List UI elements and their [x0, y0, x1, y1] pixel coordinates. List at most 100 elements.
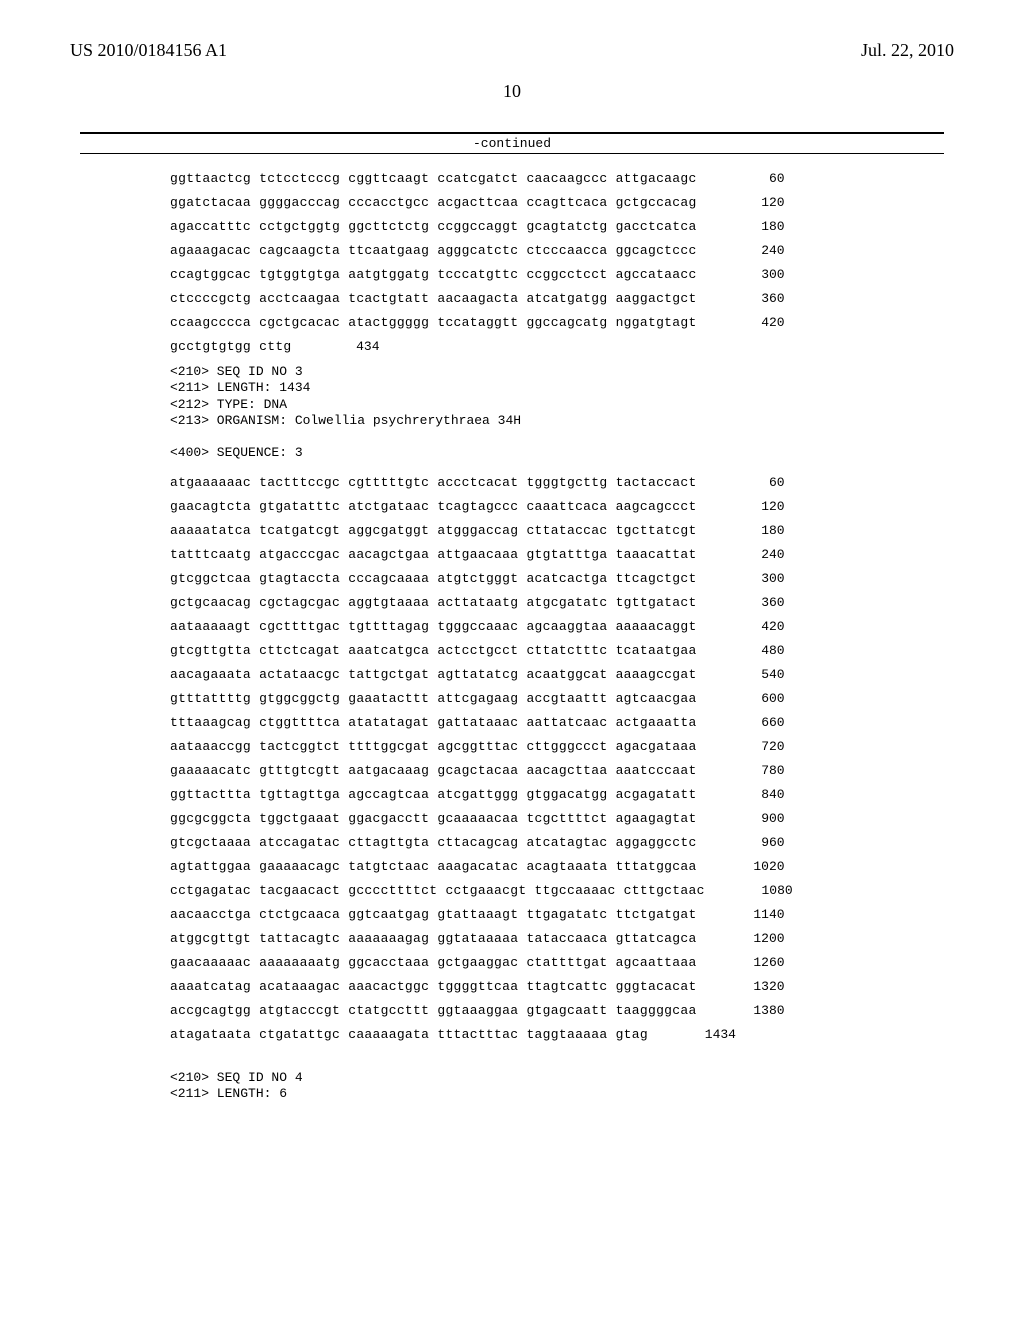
- sequence-line: agaaagacac cagcaagcta ttcaatgaag agggcat…: [170, 244, 954, 257]
- sequence-line: gaacaaaaac aaaaaaaatg ggcacctaaa gctgaag…: [170, 956, 954, 969]
- sequence-position: 1380: [725, 1004, 785, 1017]
- sequence-position: 420: [725, 316, 785, 329]
- sequence-position: 120: [725, 196, 785, 209]
- sequence-position: 1434: [676, 1028, 736, 1041]
- sequence-position: 1020: [725, 860, 785, 873]
- sequence-position: 780: [725, 764, 785, 777]
- sequence-text: aaaaatatca tcatgatcgt aggcgatggt atgggac…: [170, 524, 697, 537]
- sequence-text: ccaagcccca cgctgcacac atactggggg tccatag…: [170, 316, 697, 329]
- sequence-position: 60: [725, 476, 785, 489]
- sequence-line: aataaaaagt cgcttttgac tgttttagag tgggcca…: [170, 620, 954, 633]
- sequence-text: ctccccgctg acctcaagaa tcactgtatt aacaaga…: [170, 292, 697, 305]
- sequence-position: 300: [725, 268, 785, 281]
- sequence-text: gtcgttgtta cttctcagat aaatcatgca actcctg…: [170, 644, 697, 657]
- sequence-line: tttaaagcag ctggttttca atatatagat gattata…: [170, 716, 954, 729]
- sequence-position: 360: [725, 292, 785, 305]
- seq4-metadata: <210> SEQ ID NO 4 <211> LENGTH: 6: [170, 1070, 954, 1103]
- sequence-text: aacagaaata actataacgc tattgctgat agttata…: [170, 668, 697, 681]
- sequence-line: atggcgttgt tattacagtc aaaaaaagag ggtataa…: [170, 932, 954, 945]
- sequence-line: atagataata ctgatattgc caaaaagata tttactt…: [170, 1028, 954, 1041]
- sequence-position: 1200: [725, 932, 785, 945]
- sequence-line: agtattggaa gaaaaacagc tatgtctaac aaagaca…: [170, 860, 954, 873]
- sequence-text: gaacagtcta gtgatatttc atctgataac tcagtag…: [170, 500, 697, 513]
- sequence-text: gaacaaaaac aaaaaaaatg ggcacctaaa gctgaag…: [170, 956, 697, 969]
- sequence-text: ggatctacaa ggggacccag cccacctgcc acgactt…: [170, 196, 697, 209]
- sequence-text: cctgagatac tacgaacact gccccttttct cctgaa…: [170, 884, 705, 897]
- sequence-position: 300: [725, 572, 785, 585]
- sequence-text: aataaaccgg tactcggtct ttttggcgat agcggtt…: [170, 740, 697, 753]
- sequence-text: gtttattttg gtggcggctg gaaatacttt attcgag…: [170, 692, 697, 705]
- sequence-position: 120: [725, 500, 785, 513]
- sequence-line: aataaaccgg tactcggtct ttttggcgat agcggtt…: [170, 740, 954, 753]
- sequence-text: agaaagacac cagcaagcta ttcaatgaag agggcat…: [170, 244, 697, 257]
- sequence-text: atgaaaaaac tactttccgc cgtttttgtc accctca…: [170, 476, 697, 489]
- sequence-text: agaccatttc cctgctggtg ggcttctctg ccggcca…: [170, 220, 697, 233]
- sequence-position: 1320: [725, 980, 785, 993]
- sequence-text: aaaatcatag acataaagac aaacactggc tggggtt…: [170, 980, 697, 993]
- sequence-position: 720: [725, 740, 785, 753]
- continued-label: -continued: [80, 132, 944, 154]
- sequence-text: ccagtggcac tgtggtgtga aatgtggatg tcccatg…: [170, 268, 697, 281]
- sequence-line: gaaaaacatc gtttgtcgtt aatgacaaag gcagcta…: [170, 764, 954, 777]
- sequence-line: ggatctacaa ggggacccag cccacctgcc acgactt…: [170, 196, 954, 209]
- sequence-text: gctgcaacag cgctagcgac aggtgtaaaa acttata…: [170, 596, 697, 609]
- sequence-text: gaaaaacatc gtttgtcgtt aatgacaaag gcagcta…: [170, 764, 697, 777]
- sequence-line: gtttattttg gtggcggctg gaaatacttt attcgag…: [170, 692, 954, 705]
- sequence-line: ggcgcggcta tggctgaaat ggacgacctt gcaaaaa…: [170, 812, 954, 825]
- sequence-text: ggttaactcg tctcctcccg cggttcaagt ccatcga…: [170, 172, 697, 185]
- sequence-position: 240: [725, 548, 785, 561]
- publication-date: Jul. 22, 2010: [861, 40, 954, 61]
- sequence-line: atgaaaaaac tactttccgc cgtttttgtc accctca…: [170, 476, 954, 489]
- sequence-line: ccaagcccca cgctgcacac atactggggg tccatag…: [170, 316, 954, 329]
- sequence-position: 1260: [725, 956, 785, 969]
- sequence-text: aacaacctga ctctgcaaca ggtcaatgag gtattaa…: [170, 908, 697, 921]
- sequence-position: 60: [725, 172, 785, 185]
- sequence-line: agaccatttc cctgctggtg ggcttctctg ccggcca…: [170, 220, 954, 233]
- sequence-text: gtcgctaaaa atccagatac cttagttgta cttacag…: [170, 836, 697, 849]
- sequence-text: gcctgtgtgg cttg: [170, 340, 292, 353]
- sequence-line: accgcagtgg atgtacccgt ctatgccttt ggtaaag…: [170, 1004, 954, 1017]
- sequence-position: 420: [725, 620, 785, 633]
- sequence-text: tatttcaatg atgacccgac aacagctgaa attgaac…: [170, 548, 697, 561]
- sequence-text: agtattggaa gaaaaacagc tatgtctaac aaagaca…: [170, 860, 697, 873]
- sequence-text: aataaaaagt cgcttttgac tgttttagag tgggcca…: [170, 620, 697, 633]
- sequence-line: ggttacttta tgttagttga agccagtcaa atcgatt…: [170, 788, 954, 801]
- sequence-line: cctgagatac tacgaacact gccccttttct cctgaa…: [170, 884, 954, 897]
- page-number: 10: [70, 81, 954, 102]
- sequence-line: gcctgtgtgg cttg 434: [170, 340, 954, 353]
- sequence-position: 1080: [733, 884, 793, 897]
- sequence-position: 360: [725, 596, 785, 609]
- sequence-position: 840: [725, 788, 785, 801]
- sequence-position: 540: [725, 668, 785, 681]
- sequence-line: ggttaactcg tctcctcccg cggttcaagt ccatcga…: [170, 172, 954, 185]
- sequence-text: gtcggctcaa gtagtaccta cccagcaaaa atgtctg…: [170, 572, 697, 585]
- sequence-line: gtcggctcaa gtagtaccta cccagcaaaa atgtctg…: [170, 572, 954, 585]
- sequence-text: ggttacttta tgttagttga agccagtcaa atcgatt…: [170, 788, 697, 801]
- sequence-text: atagataata ctgatattgc caaaaagata tttactt…: [170, 1028, 648, 1041]
- sequence-position: 240: [725, 244, 785, 257]
- seq3-metadata: <210> SEQ ID NO 3 <211> LENGTH: 1434 <21…: [170, 364, 954, 462]
- sequence-position: 180: [725, 524, 785, 537]
- sequence-line: aacaacctga ctctgcaaca ggtcaatgag gtattaa…: [170, 908, 954, 921]
- sequence-line: aaaatcatag acataaagac aaacactggc tggggtt…: [170, 980, 954, 993]
- sequence-block-top: ggttaactcg tctcctcccg cggttcaagt ccatcga…: [170, 172, 954, 353]
- publication-number: US 2010/0184156 A1: [70, 40, 227, 61]
- sequence-line: gtcgctaaaa atccagatac cttagttgta cttacag…: [170, 836, 954, 849]
- sequence-text: accgcagtgg atgtacccgt ctatgccttt ggtaaag…: [170, 1004, 697, 1017]
- sequence-line: gtcgttgtta cttctcagat aaatcatgca actcctg…: [170, 644, 954, 657]
- sequence-position: 960: [725, 836, 785, 849]
- sequence-line: ccagtggcac tgtggtgtga aatgtggatg tcccatg…: [170, 268, 954, 281]
- sequence-line: aacagaaata actataacgc tattgctgat agttata…: [170, 668, 954, 681]
- sequence-line: ctccccgctg acctcaagaa tcactgtatt aacaaga…: [170, 292, 954, 305]
- page: US 2010/0184156 A1 Jul. 22, 2010 10 -con…: [0, 0, 1024, 1156]
- sequence-line: gaacagtcta gtgatatttc atctgataac tcagtag…: [170, 500, 954, 513]
- sequence-line: gctgcaacag cgctagcgac aggtgtaaaa acttata…: [170, 596, 954, 609]
- sequence-line: tatttcaatg atgacccgac aacagctgaa attgaac…: [170, 548, 954, 561]
- header: US 2010/0184156 A1 Jul. 22, 2010: [70, 40, 954, 61]
- sequence-line: aaaaatatca tcatgatcgt aggcgatggt atgggac…: [170, 524, 954, 537]
- sequence-block-3: atgaaaaaac tactttccgc cgtttttgtc accctca…: [170, 476, 954, 1041]
- sequence-text: ggcgcggcta tggctgaaat ggacgacctt gcaaaaa…: [170, 812, 697, 825]
- sequence-text: atggcgttgt tattacagtc aaaaaaagag ggtataa…: [170, 932, 697, 945]
- sequence-position: 434: [320, 340, 380, 353]
- sequence-text: tttaaagcag ctggttttca atatatagat gattata…: [170, 716, 697, 729]
